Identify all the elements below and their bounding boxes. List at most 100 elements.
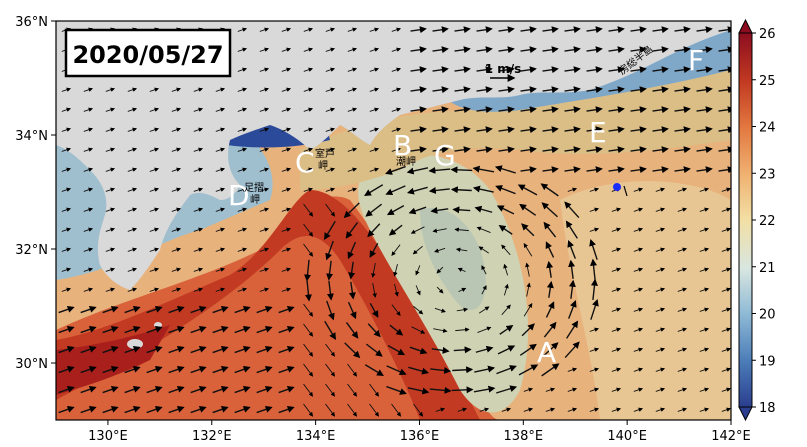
current-vector xyxy=(477,326,492,333)
place-label-muroto: 室戸岬 xyxy=(315,147,335,172)
current-vector xyxy=(387,344,406,356)
current-vector xyxy=(494,165,516,174)
current-vector xyxy=(83,227,94,232)
region-label-b: B xyxy=(393,129,412,162)
current-vector xyxy=(611,267,622,272)
current-vector xyxy=(545,387,556,392)
current-vector xyxy=(479,407,490,412)
current-vector xyxy=(278,325,295,334)
current-vector xyxy=(212,365,229,374)
current-vector xyxy=(168,345,185,354)
current-vector xyxy=(215,187,226,192)
current-vector xyxy=(410,126,427,134)
current-vector xyxy=(410,66,427,74)
current-vector xyxy=(124,405,141,414)
current-vector xyxy=(127,107,138,112)
current-vector xyxy=(168,365,185,374)
current-vector xyxy=(325,87,336,92)
current-vector xyxy=(237,107,248,112)
location-marker xyxy=(613,183,628,197)
current-vector xyxy=(237,147,248,152)
current-vector xyxy=(259,287,270,292)
current-vector xyxy=(391,304,401,317)
plot-frame xyxy=(55,20,732,421)
current-vector xyxy=(127,227,138,232)
current-vector xyxy=(171,267,182,272)
colorbar-tick-label: 22 xyxy=(759,214,776,229)
current-vector xyxy=(633,307,644,312)
current-vector xyxy=(215,207,226,212)
current-vector xyxy=(520,146,537,154)
current-vector xyxy=(611,327,622,332)
current-vector xyxy=(212,305,229,314)
current-vector xyxy=(391,147,402,152)
current-vector xyxy=(721,307,731,312)
current-vector xyxy=(721,187,731,192)
x-tick-label: 130°E xyxy=(88,429,128,444)
current-vector xyxy=(58,325,75,334)
current-vector xyxy=(237,67,248,72)
current-vector xyxy=(590,298,599,320)
current-vector xyxy=(452,366,474,374)
current-vector xyxy=(325,383,336,397)
current-vector xyxy=(348,261,356,280)
current-vector xyxy=(633,367,644,372)
current-vector xyxy=(517,184,538,196)
current-vector xyxy=(347,107,358,112)
current-vector xyxy=(281,227,292,232)
current-vector xyxy=(564,86,581,94)
current-vector xyxy=(190,365,207,374)
current-vector xyxy=(721,367,731,372)
current-vector xyxy=(386,385,407,395)
current-vector xyxy=(568,259,576,279)
current-vector xyxy=(168,305,185,314)
current-vector xyxy=(212,405,229,414)
current-vector xyxy=(432,228,447,233)
current-vector xyxy=(432,46,449,54)
current-vector xyxy=(543,321,557,338)
current-vector xyxy=(519,203,537,216)
current-vector xyxy=(127,87,138,92)
current-vector xyxy=(608,86,625,94)
current-vector xyxy=(212,385,229,394)
current-vector xyxy=(303,323,314,337)
current-vector xyxy=(237,27,248,32)
current-vector xyxy=(127,207,138,212)
current-vector xyxy=(61,227,72,232)
current-vector xyxy=(496,205,515,215)
current-vector xyxy=(521,323,535,337)
current-vector xyxy=(674,166,691,174)
current-vector xyxy=(190,345,207,354)
current-vector xyxy=(431,346,450,354)
current-vector xyxy=(472,185,494,193)
current-vector xyxy=(696,106,713,114)
current-vector xyxy=(451,386,474,394)
current-vector xyxy=(325,363,336,377)
current-vector xyxy=(325,240,334,261)
y-axis: 36°N 34°N 32°N 30°N xyxy=(15,15,56,372)
current-vector xyxy=(365,203,383,217)
current-vector xyxy=(589,367,600,372)
current-vector xyxy=(127,247,138,252)
x-tick-label: 140°E xyxy=(607,429,647,444)
colorbar-tick-label: 25 xyxy=(759,74,776,89)
current-vector xyxy=(590,258,598,281)
current-vector xyxy=(457,267,466,273)
current-vector xyxy=(721,267,731,272)
current-vector xyxy=(83,147,94,152)
current-vector xyxy=(303,403,314,417)
current-vector xyxy=(472,165,495,173)
current-vector xyxy=(146,405,163,414)
current-vector xyxy=(454,86,471,94)
current-vector xyxy=(564,201,580,219)
current-vector xyxy=(259,247,270,252)
current-vector xyxy=(520,26,537,34)
current-vector xyxy=(633,247,644,252)
current-vector xyxy=(655,327,666,332)
current-vector xyxy=(429,386,452,394)
current-vector xyxy=(496,365,517,375)
current-vector xyxy=(259,227,270,232)
current-vector xyxy=(259,107,270,112)
current-vector xyxy=(520,46,537,54)
current-vector xyxy=(498,86,515,94)
